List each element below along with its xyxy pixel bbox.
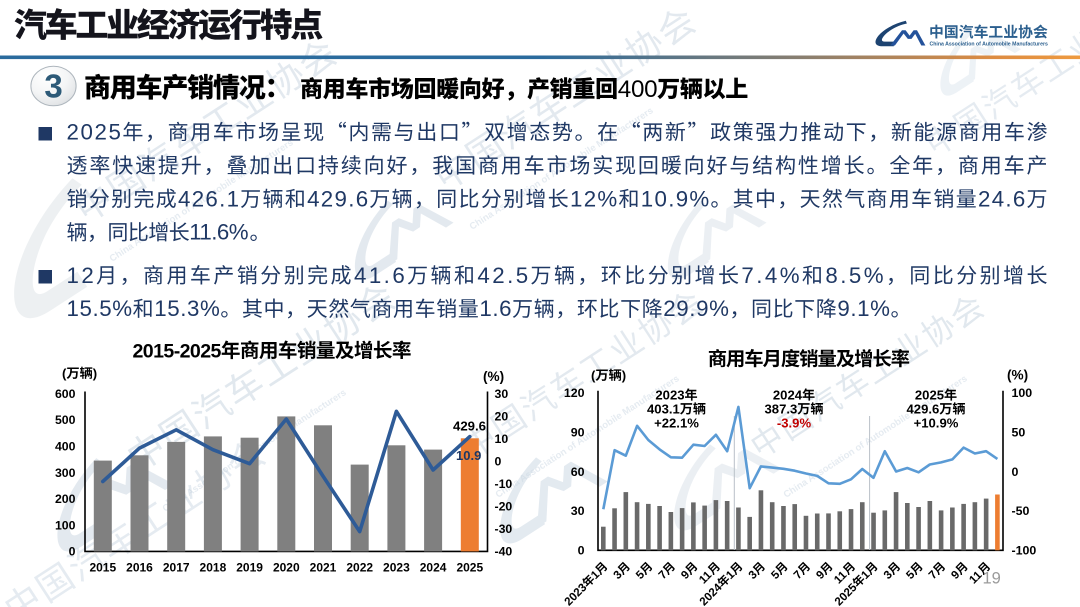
svg-text:2023: 2023 [562,581,590,607]
svg-text:11.6%: 11.6% [189,220,249,245]
svg-text:2017: 2017 [163,561,190,575]
svg-text:2024: 2024 [773,388,803,403]
svg-text:-50: -50 [1012,504,1030,518]
svg-text:+22.1%: +22.1% [654,415,699,430]
svg-text:15.5%: 15.5% [67,296,133,321]
svg-text:429.6: 429.6 [907,401,940,416]
svg-text:41.6: 41.6 [354,263,407,288]
svg-text:2022: 2022 [346,561,373,575]
svg-text:30: 30 [495,387,509,401]
svg-text:300: 300 [55,466,76,480]
svg-text:120: 120 [564,386,585,400]
svg-text:50: 50 [1012,425,1026,439]
svg-text:(%): (%) [483,369,504,384]
svg-text:0: 0 [69,545,76,559]
svg-text:2025: 2025 [456,561,483,575]
svg-text:2023: 2023 [383,561,410,575]
svg-text:600: 600 [55,387,76,401]
svg-text:2015: 2015 [89,561,116,575]
svg-text:24.6: 24.6 [978,186,1027,211]
svg-text:403.1: 403.1 [647,401,680,416]
svg-text:12%: 12% [570,186,619,211]
svg-text:-30: -30 [495,522,513,536]
svg-text:0: 0 [495,455,502,469]
svg-text:429.6: 429.6 [307,186,369,211]
svg-text:60: 60 [571,465,585,479]
svg-text:100: 100 [1012,386,1033,400]
svg-text:2025: 2025 [832,581,860,607]
svg-text:426.1: 426.1 [178,186,240,211]
svg-text:100: 100 [55,518,76,532]
svg-text:0: 0 [1012,465,1019,479]
svg-text:10: 10 [495,432,509,446]
svg-text:-3.9%: -3.9% [777,415,812,430]
svg-text:): ) [93,366,97,381]
svg-text:12: 12 [67,263,97,288]
svg-text:(%): (%) [1007,368,1028,383]
svg-text:-100: -100 [1012,544,1037,558]
svg-text:15.3%: 15.3% [154,296,220,321]
svg-text:2024: 2024 [697,581,725,607]
svg-text:2024: 2024 [420,561,447,575]
svg-text:200: 200 [55,492,76,506]
svg-text:-10: -10 [495,477,513,491]
svg-text:2015-2025: 2015-2025 [133,340,222,362]
svg-text:China Association of Automobil: China Association of Automobile Manufact… [930,41,1048,47]
svg-text:500: 500 [55,413,76,427]
svg-text:2021: 2021 [310,561,337,575]
svg-text:(: ( [591,368,596,383]
svg-text:2016: 2016 [126,561,153,575]
svg-text:2020: 2020 [273,561,300,575]
svg-text:): ) [622,368,626,383]
svg-text:-40: -40 [495,545,513,559]
svg-text:2025: 2025 [915,388,944,403]
svg-text:8.5%: 8.5% [825,263,886,288]
svg-text:19: 19 [983,570,1001,588]
svg-text:2025: 2025 [67,120,123,145]
svg-text:2019: 2019 [236,561,263,575]
svg-text:7.4%: 7.4% [741,263,802,288]
svg-text:-20: -20 [495,500,513,514]
svg-text:20: 20 [495,409,509,423]
svg-text:2018: 2018 [200,561,227,575]
svg-text:42.5: 42.5 [477,263,530,288]
svg-text:29.9%: 29.9% [663,296,729,321]
svg-text:(: ( [62,366,67,381]
svg-text:400: 400 [618,76,657,103]
svg-text:400: 400 [55,439,76,453]
svg-text:429.6: 429.6 [453,418,486,433]
svg-text:10.9: 10.9 [456,448,481,463]
svg-text:+10.9%: +10.9% [914,415,959,430]
svg-text:90: 90 [571,425,585,439]
svg-text:387.3: 387.3 [765,401,798,416]
svg-text:2023: 2023 [655,388,684,403]
svg-text:3: 3 [44,68,62,105]
svg-text:1.6: 1.6 [479,296,512,321]
svg-text:10.9%: 10.9% [641,186,711,211]
svg-text:9.1%: 9.1% [837,296,890,321]
svg-text:30: 30 [571,504,585,518]
svg-text:0: 0 [578,544,585,558]
